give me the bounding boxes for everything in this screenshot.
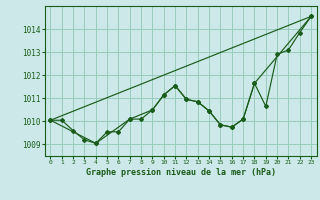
X-axis label: Graphe pression niveau de la mer (hPa): Graphe pression niveau de la mer (hPa)	[86, 168, 276, 177]
